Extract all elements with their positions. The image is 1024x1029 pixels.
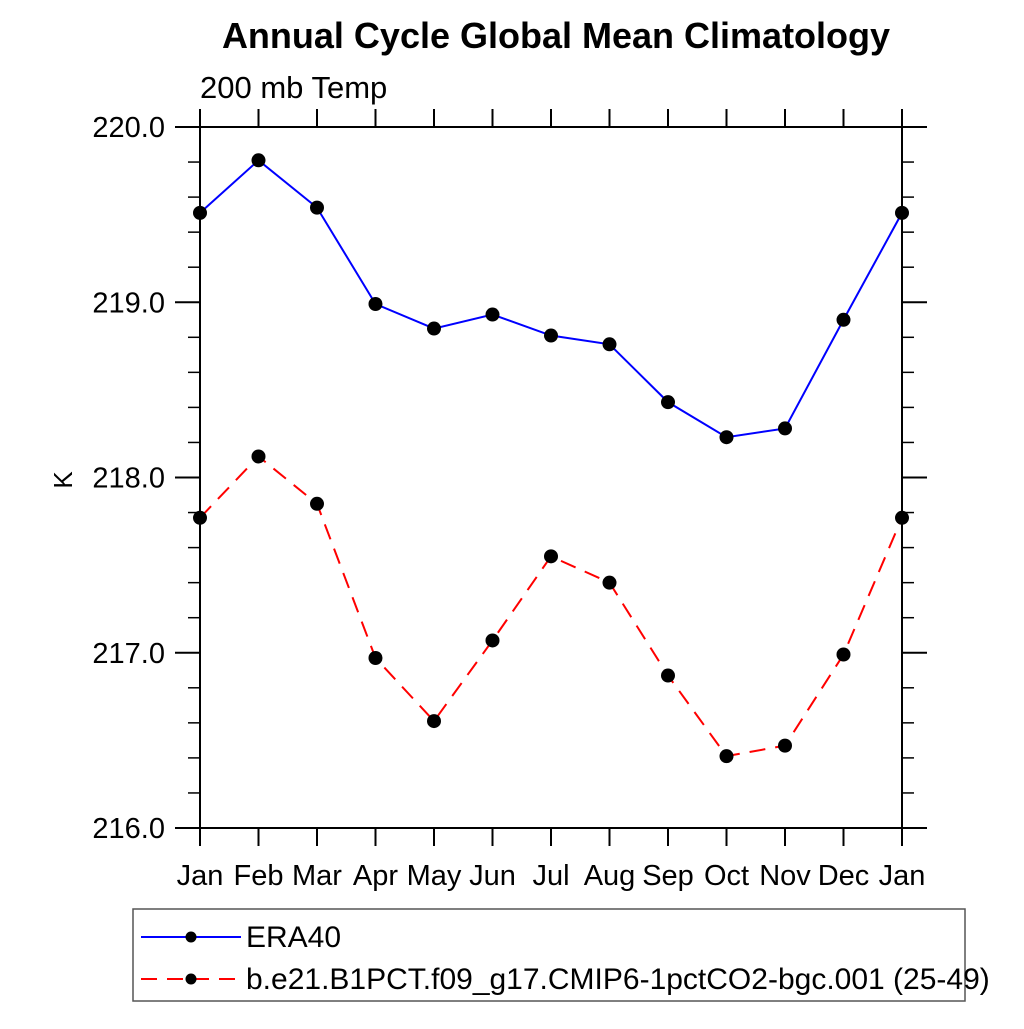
- legend-label-era40: ERA40: [246, 921, 341, 954]
- data-point-1-jan: [895, 510, 909, 525]
- data-point-0-aug: [602, 337, 617, 352]
- y-tick-label: 216.0: [92, 813, 165, 845]
- x-tick-label: Jun: [469, 860, 516, 892]
- data-point-0-sep: [661, 395, 675, 410]
- x-tick-label: Nov: [759, 860, 811, 892]
- data-point-0-jan: [193, 205, 207, 220]
- x-tick-label: Feb: [234, 860, 284, 892]
- y-tick-label: 219.0: [92, 287, 165, 319]
- chart-subtitle: 200 mb Temp: [200, 70, 387, 105]
- y-axis-label: K: [48, 471, 78, 489]
- x-tick-label: Jan: [879, 860, 926, 892]
- legend: ERA40 b.e21.B1PCT.f09_g17.CMIP6-1pctCO2-…: [132, 908, 990, 1002]
- x-tick-label: Apr: [353, 860, 398, 892]
- data-point-0-dec: [836, 312, 851, 327]
- data-point-1-sep: [661, 668, 675, 683]
- x-tick-label: Sep: [642, 860, 694, 892]
- series-line-0: [199, 158, 903, 439]
- data-point-1-may: [427, 714, 441, 729]
- legend-label-model: b.e21.B1PCT.f09_g17.CMIP6-1pctCO2-bgc.00…: [246, 963, 990, 996]
- x-tick-label: May: [407, 860, 462, 892]
- data-point-0-jan: [895, 205, 909, 220]
- x-tick-label: Jan: [177, 860, 224, 892]
- y-tick-label: 220.0: [92, 112, 165, 144]
- data-point-1-mar: [310, 496, 324, 511]
- series-line-1: [199, 455, 903, 758]
- x-tick-label: Aug: [584, 860, 636, 892]
- legend-marker-1: [185, 973, 197, 985]
- data-point-1-jul: [544, 549, 558, 564]
- data-point-0-feb: [251, 153, 266, 168]
- data-series: [193, 153, 909, 764]
- data-point-0-jul: [544, 328, 558, 343]
- x-tick-label: Oct: [704, 860, 749, 892]
- x-tick-label: Jul: [532, 860, 569, 892]
- plot-axes: Jan Feb Mar Apr May Jun Jul Aug Sep Oct Nov Dec Jan 2…: [92, 109, 927, 892]
- data-point-0-apr: [368, 297, 383, 312]
- data-point-1-jan: [193, 510, 207, 525]
- x-tick-label: Mar: [292, 860, 342, 892]
- chart-title: Annual Cycle Global Mean Climatology: [222, 15, 890, 56]
- data-point-0-may: [427, 321, 441, 336]
- data-point-1-oct: [719, 749, 734, 764]
- data-point-0-jun: [485, 307, 500, 322]
- y-tick-label: 217.0: [92, 638, 165, 670]
- data-point-0-oct: [719, 430, 734, 445]
- y-tick-label: 218.0: [92, 463, 165, 495]
- data-point-0-mar: [310, 200, 324, 215]
- data-point-1-nov: [778, 738, 792, 753]
- data-point-1-feb: [251, 449, 266, 464]
- data-point-1-aug: [602, 575, 617, 590]
- plot-box: [199, 126, 903, 829]
- data-point-1-jun: [485, 633, 500, 648]
- data-point-0-nov: [778, 421, 792, 436]
- legend-marker-0: [185, 931, 197, 943]
- x-tick-label: Dec: [818, 860, 870, 892]
- legend-samples: [141, 931, 241, 985]
- data-point-1-dec: [836, 647, 851, 662]
- data-point-1-apr: [368, 651, 383, 666]
- legend-box: [132, 908, 966, 1002]
